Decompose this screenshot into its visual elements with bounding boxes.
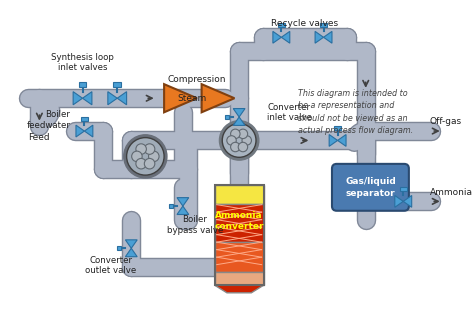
Circle shape [227,136,236,145]
Polygon shape [126,240,137,248]
Text: Ammonia: Ammonia [429,188,473,197]
Bar [320,23,327,27]
Bar [169,204,173,208]
Bar [117,246,121,250]
Circle shape [231,129,240,139]
Text: Recycle valves: Recycle valves [271,19,338,29]
Text: Compression: Compression [168,75,226,84]
Polygon shape [73,92,82,105]
Circle shape [238,142,247,152]
Circle shape [219,121,259,160]
Bar [215,185,264,204]
Circle shape [242,136,251,145]
Polygon shape [76,125,84,137]
Circle shape [124,135,167,178]
Circle shape [144,144,155,154]
Polygon shape [273,31,282,43]
Text: Gas/liquid
separator: Gas/liquid separator [345,177,396,198]
Polygon shape [177,198,189,206]
Bar [215,242,264,272]
Text: Boiler
feedwater: Boiler feedwater [27,110,70,130]
Text: Steam: Steam [178,94,207,103]
Polygon shape [201,84,235,112]
Text: Converter
inlet valve: Converter inlet valve [267,103,312,122]
Bar [225,115,229,119]
Bar [79,82,86,87]
Text: Ammonia
converter: Ammonia converter [214,211,264,231]
Circle shape [136,144,146,154]
Circle shape [231,142,240,152]
FancyBboxPatch shape [332,164,409,211]
Polygon shape [117,92,127,105]
Polygon shape [126,248,137,257]
Polygon shape [403,195,412,207]
Polygon shape [233,109,245,117]
Bar [400,187,407,191]
Polygon shape [177,206,189,214]
Bar [215,272,264,285]
Circle shape [238,129,247,139]
Circle shape [132,151,142,162]
Polygon shape [329,134,337,146]
Polygon shape [282,31,290,43]
Text: Synthesis loop
inlet valves: Synthesis loop inlet valves [51,52,114,72]
Text: Converter
outlet valve: Converter outlet valve [85,256,137,275]
Polygon shape [215,285,264,293]
Polygon shape [164,84,197,112]
Polygon shape [324,31,332,43]
Polygon shape [395,195,403,207]
Polygon shape [337,134,346,146]
Text: Off-gas: Off-gas [429,117,462,126]
Text: Boiler
bypass valve: Boiler bypass valve [167,215,223,235]
Polygon shape [108,92,117,105]
Text: Feed: Feed [28,133,50,142]
Circle shape [144,158,155,169]
Polygon shape [82,92,92,105]
Bar [334,126,341,130]
Bar [215,185,264,285]
Circle shape [148,151,159,162]
Circle shape [127,138,164,175]
Polygon shape [315,31,324,43]
Circle shape [136,158,146,169]
Circle shape [222,123,256,157]
Bar [278,23,285,27]
Bar [113,82,121,87]
Text: This diagram is intended to
be a representation and
should not be viewed as an
a: This diagram is intended to be a represe… [298,89,413,135]
Bar [81,117,88,121]
Bar [215,204,264,242]
Polygon shape [84,125,93,137]
Polygon shape [233,117,245,125]
